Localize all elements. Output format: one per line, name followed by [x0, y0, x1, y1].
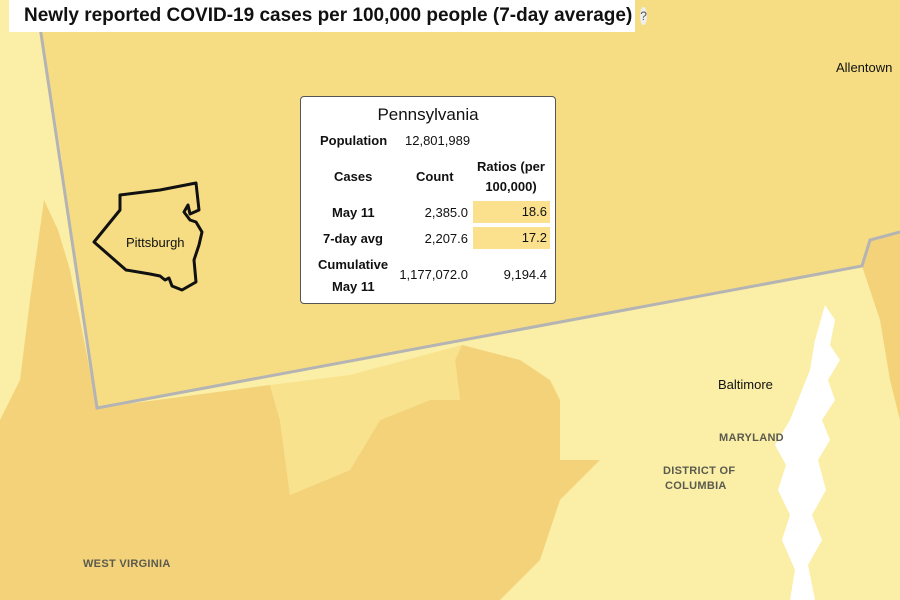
west-virginia-region [0, 200, 600, 600]
chesapeake-bay-water [775, 305, 840, 600]
region-label-maryland: MARYLAND [719, 432, 784, 444]
row-count: 2,207.6 [424, 231, 468, 246]
maryland-region [540, 400, 800, 600]
state-tooltip: Pennsylvania Population 12,801,989 Cases… [300, 96, 556, 304]
region-label-dc-line1: DISTRICT OF [663, 465, 736, 477]
cumulative-ratio: 9,194.4 [503, 267, 547, 282]
population-value: 12,801,989 [405, 133, 471, 148]
help-icon[interactable]: ? [640, 7, 647, 25]
cumulative-label-line2: May 11 [332, 279, 375, 294]
header-ratio-line1: Ratios (per [477, 159, 545, 174]
city-label-pittsburgh[interactable]: Pittsburgh [126, 235, 185, 250]
tooltip-title: Pennsylvania [377, 105, 479, 124]
row-count: 2,385.0 [424, 205, 468, 220]
row-label: May 11 [332, 205, 375, 220]
header-count: Count [416, 169, 454, 184]
city-label-baltimore: Baltimore [718, 377, 773, 392]
row-label: 7-day avg [323, 231, 383, 246]
virginia-region [270, 345, 462, 495]
header-ratio-line2: 100,000) [485, 179, 537, 194]
region-label-west-virginia: WEST VIRGINIA [83, 558, 171, 570]
county-highlight-area [460, 345, 560, 460]
state-border-line [34, 0, 900, 410]
cumulative-label-line1: Cumulative [318, 257, 389, 272]
title-bar: Newly reported COVID-19 cases per 100,00… [9, 0, 647, 32]
city-label-allentown: Allentown [836, 60, 893, 75]
page-title: Newly reported COVID-19 cases per 100,00… [24, 5, 633, 26]
ohio-region [0, 0, 62, 420]
row-ratio: 18.6 [473, 201, 550, 223]
cumulative-count: 1,177,072.0 [399, 267, 468, 282]
row-ratio: 17.2 [473, 227, 550, 249]
region-label-dc-line2: COLUMBIA [665, 480, 727, 492]
population-label: Population [320, 133, 388, 148]
header-cases: Cases [334, 169, 373, 184]
pittsburgh-outline [92, 181, 204, 292]
eastern-region [862, 232, 900, 420]
